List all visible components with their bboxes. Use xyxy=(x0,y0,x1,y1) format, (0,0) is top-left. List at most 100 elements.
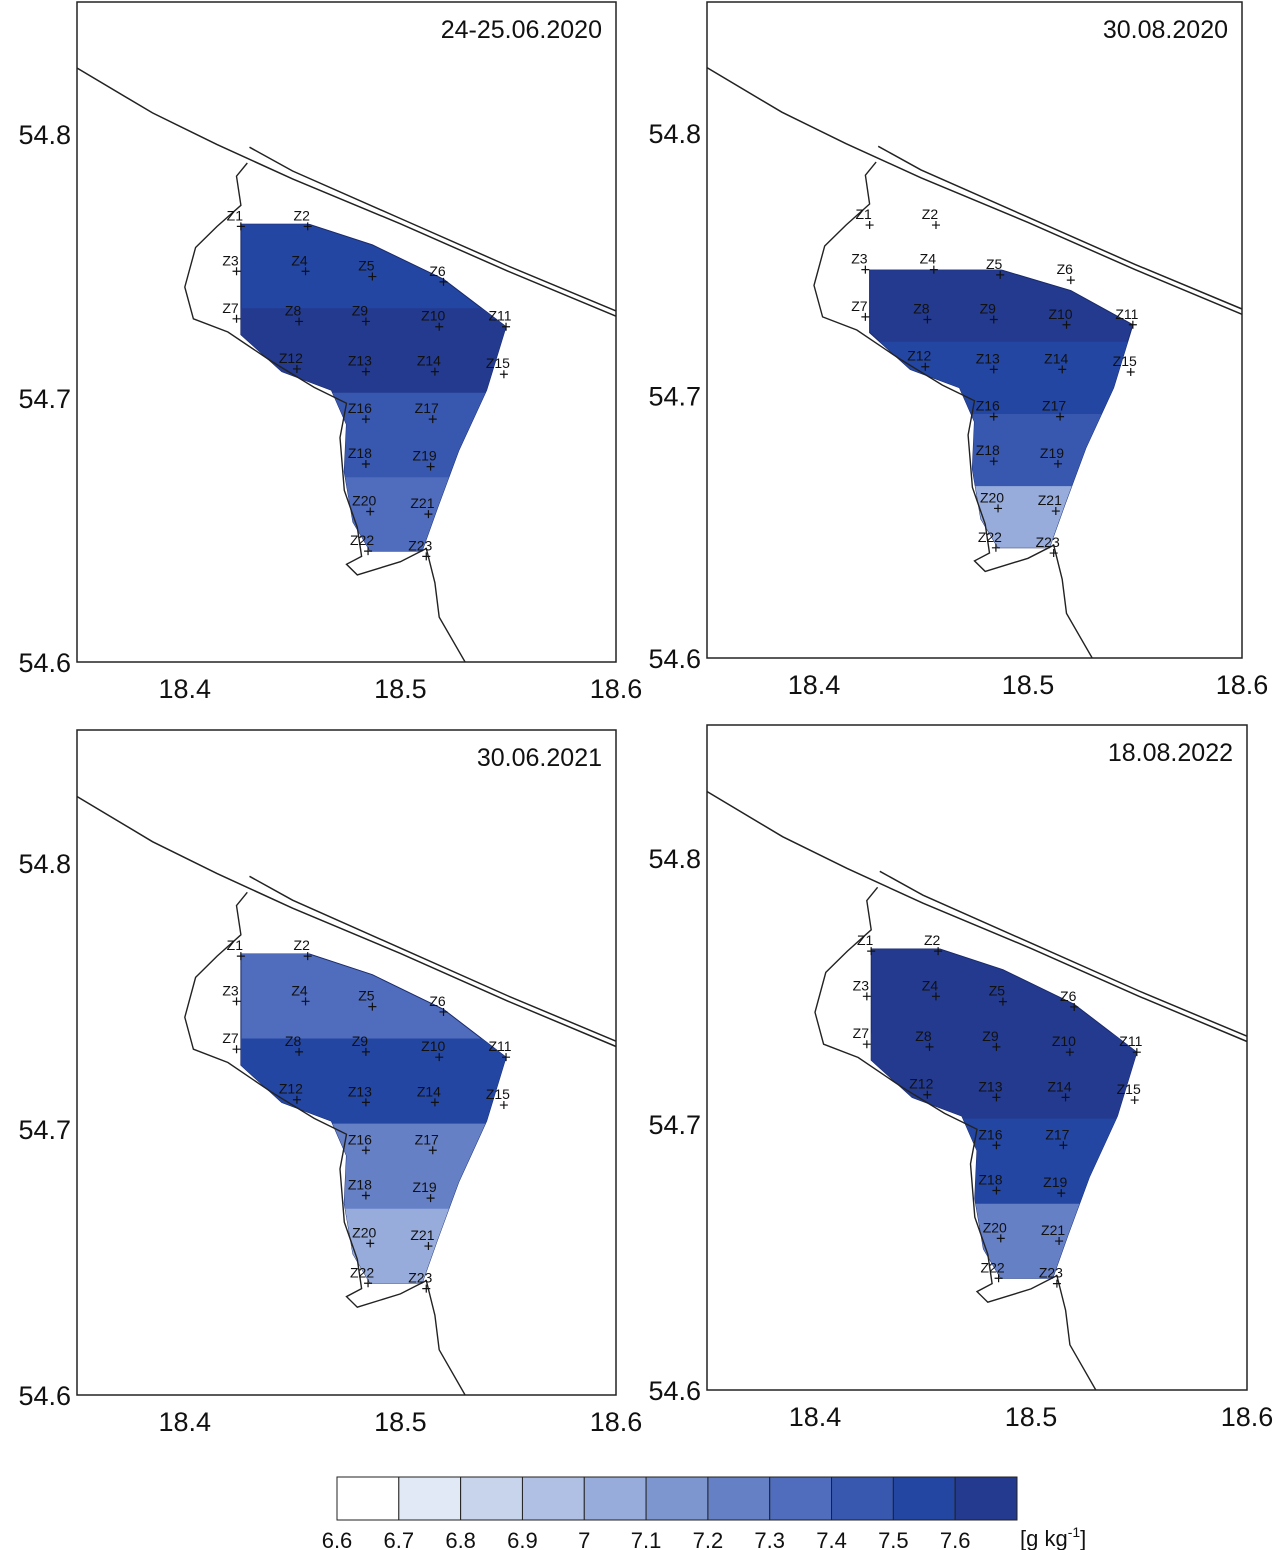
station-marker: Z8 xyxy=(285,302,304,326)
station-marker: Z20 xyxy=(352,493,376,516)
station-marker: Z19 xyxy=(413,448,437,471)
station-label: Z20 xyxy=(352,493,376,509)
station-marker: Z7 xyxy=(222,1030,241,1054)
station-label: Z6 xyxy=(429,263,446,279)
station-marker: Z18 xyxy=(976,442,1000,466)
station-label: Z8 xyxy=(285,1033,302,1049)
station-marker: Z21 xyxy=(410,1227,435,1251)
station-marker: Z2 xyxy=(294,207,312,231)
map-frame xyxy=(76,1,617,663)
x-tick-label: 18.6 xyxy=(590,674,643,704)
legend-swatch xyxy=(336,1476,400,1521)
station-label: Z22 xyxy=(350,532,374,548)
salinity-band xyxy=(345,477,449,552)
station-label: Z23 xyxy=(1036,534,1060,550)
station-label: Z8 xyxy=(285,302,302,318)
legend-break-label: 6.9 xyxy=(507,1528,538,1550)
station-label: Z23 xyxy=(408,1270,432,1286)
station-label: Z18 xyxy=(348,1177,372,1193)
station-marker: Z3 xyxy=(222,982,241,1006)
station-marker: Z3 xyxy=(851,251,870,274)
map-panel: Z1 Z2 Z3 Z4 Z5 Z6 Z7 Z8 Z9 Z10 Z11 Z12 Z13 Z14 Z15 Z16 Z… xyxy=(648,724,1273,1432)
legend-swatch xyxy=(521,1476,585,1521)
station-label: Z19 xyxy=(1040,445,1064,461)
panel-date-title: 18.08.2022 xyxy=(1108,739,1233,767)
legend-swatch xyxy=(583,1476,647,1521)
bay-outline xyxy=(184,162,466,662)
station-label: Z21 xyxy=(1038,492,1062,508)
station-marker: Z21 xyxy=(410,495,435,519)
station-marker: Z22 xyxy=(981,1259,1005,1283)
x-tick-label: 18.5 xyxy=(374,1407,427,1437)
station-label: Z5 xyxy=(989,983,1006,999)
bay-outline xyxy=(813,161,1093,658)
map-frame xyxy=(76,729,617,1396)
station-label: Z13 xyxy=(976,350,1000,366)
legend-swatch xyxy=(769,1476,833,1521)
station-label: Z20 xyxy=(980,489,1004,505)
panel-date-title: 30.08.2020 xyxy=(1103,16,1228,44)
station-label: Z9 xyxy=(980,301,997,317)
station-marker: Z9 xyxy=(982,1028,1001,1051)
station-label: Z7 xyxy=(222,1030,239,1046)
station-marker: Z5 xyxy=(358,258,377,281)
legend-swatch xyxy=(645,1476,709,1521)
coastline xyxy=(77,795,616,1048)
station-marker: Z20 xyxy=(352,1224,376,1248)
station-marker: Z9 xyxy=(980,301,998,324)
panel-date-title: 30.06.2021 xyxy=(477,744,602,772)
station-label: Z23 xyxy=(408,537,432,553)
legend-swatch xyxy=(398,1476,462,1521)
coastline xyxy=(77,67,616,317)
station-marker: Z7 xyxy=(222,300,241,323)
station-marker: Z6 xyxy=(1057,261,1075,285)
station-marker: Z5 xyxy=(989,983,1007,1006)
station-marker: Z13 xyxy=(348,1083,372,1107)
station-label: Z9 xyxy=(982,1028,999,1044)
station-label: Z13 xyxy=(978,1078,1002,1094)
station-marker: Z14 xyxy=(1044,350,1069,374)
station-marker: Z23 xyxy=(408,537,433,561)
station-label: Z20 xyxy=(983,1219,1007,1235)
station-marker: Z8 xyxy=(913,301,932,324)
station-marker: Z11 xyxy=(488,308,512,331)
bay-outline xyxy=(184,891,466,1395)
coastline xyxy=(707,790,1247,1043)
station-label: Z17 xyxy=(415,400,439,416)
station-marker: Z10 xyxy=(421,1038,445,1062)
station-label: Z15 xyxy=(1113,353,1137,369)
legend-break-label: 7 xyxy=(578,1528,590,1550)
salinity-band xyxy=(345,1208,449,1284)
station-label: Z7 xyxy=(851,298,868,314)
station-label: Z1 xyxy=(227,937,244,953)
station-marker: Z7 xyxy=(853,1025,871,1049)
station-marker: Z14 xyxy=(417,1083,441,1107)
station-label: Z22 xyxy=(981,1259,1005,1275)
station-marker: Z13 xyxy=(978,1078,1003,1102)
station-label: Z3 xyxy=(851,251,868,267)
station-marker: Z4 xyxy=(291,252,310,276)
station-label: Z15 xyxy=(486,1086,510,1102)
station-label: Z11 xyxy=(1115,306,1138,322)
station-label: Z1 xyxy=(857,932,874,948)
station-label: Z11 xyxy=(488,1038,511,1054)
coastline-inner xyxy=(877,145,1242,310)
station-marker: Z18 xyxy=(348,1177,372,1200)
legend-break-label: 6.6 xyxy=(322,1528,353,1550)
station-label: Z21 xyxy=(410,495,434,511)
station-label: Z3 xyxy=(222,982,239,998)
station-label: Z18 xyxy=(348,445,372,461)
station-label: Z4 xyxy=(291,252,308,268)
station-marker: Z22 xyxy=(350,532,374,556)
station-label: Z6 xyxy=(1060,988,1077,1004)
station-label: Z23 xyxy=(1039,1265,1063,1281)
station-marker: Z18 xyxy=(978,1172,1003,1195)
map-frame xyxy=(706,724,1248,1391)
coastline xyxy=(707,66,1242,315)
station-marker: Z6 xyxy=(1060,988,1079,1011)
station-label: Z17 xyxy=(415,1131,439,1147)
station-marker: Z21 xyxy=(1041,1222,1065,1246)
station-marker: Z3 xyxy=(222,252,241,276)
station-marker: Z5 xyxy=(986,256,1005,279)
